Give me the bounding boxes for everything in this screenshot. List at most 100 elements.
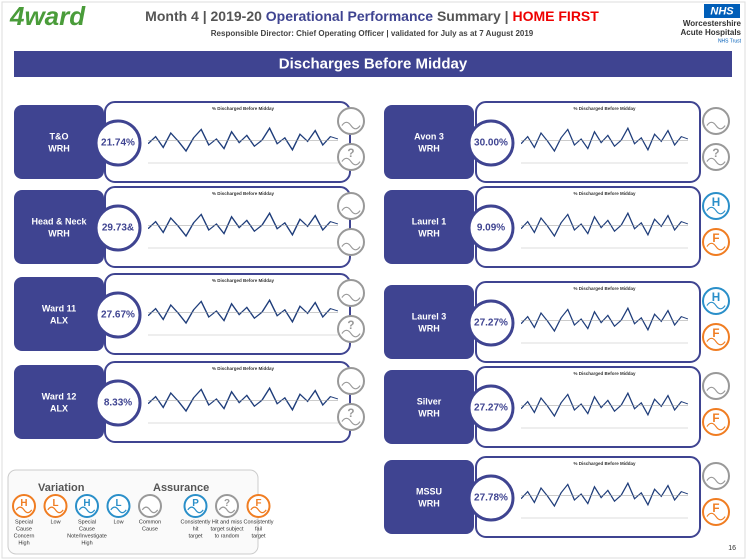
- legend-caption: Concern: [14, 533, 35, 539]
- ward-box: [384, 285, 474, 359]
- icon-squiggle: [706, 121, 726, 130]
- legend-caption: Special: [78, 519, 96, 525]
- icon-squiggle: [15, 506, 33, 514]
- trust-suffix: NHS Trust: [718, 38, 742, 44]
- legend-caption: Low: [50, 519, 60, 525]
- banner-text: Discharges Before Midday: [279, 55, 468, 72]
- icon-squiggle: [110, 506, 127, 514]
- ward-box: [384, 370, 474, 444]
- legend-caption: to random: [215, 533, 240, 539]
- ward-box: [384, 190, 474, 264]
- ward-value: 27.78%: [474, 493, 508, 504]
- icon-squiggle: [78, 506, 96, 514]
- icon-label: L: [52, 498, 58, 509]
- status-icon: [702, 372, 730, 400]
- ward-name: ALX: [50, 315, 68, 325]
- ward-name: Avon 3: [414, 131, 444, 141]
- icon-label: F: [712, 412, 719, 425]
- ward-value: 9.09%: [477, 223, 505, 234]
- ward-name: WRH: [48, 228, 70, 238]
- icon-label: ?: [712, 147, 719, 160]
- icon-squiggle: [706, 512, 726, 521]
- title-segment: Operational Performance: [266, 8, 433, 24]
- ward-name: Laurel 3: [412, 311, 447, 321]
- ward-value: 8.33%: [104, 398, 132, 409]
- status-icon: [702, 462, 730, 490]
- icon-squiggle: [341, 417, 361, 426]
- ward-box: [384, 105, 474, 179]
- mini-chart-title: % Discharged Before Midday: [573, 461, 636, 466]
- ward-name: WRH: [418, 323, 440, 333]
- status-icon: [337, 228, 365, 256]
- mini-chart-title: % Discharged Before Midday: [573, 371, 636, 376]
- legend-caption: Note/Investigate: [67, 533, 107, 539]
- ward-value: 27.27%: [474, 318, 508, 329]
- legend-caption: Cause: [142, 526, 158, 532]
- icon-squiggle: [706, 422, 726, 431]
- ward-value: 27.27%: [474, 403, 508, 414]
- icon-label: ?: [347, 147, 354, 160]
- banner: [14, 51, 732, 77]
- ward-name: WRH: [418, 228, 440, 238]
- trust-name: Acute Hospitals: [681, 28, 742, 37]
- ward-value: 27.67%: [101, 310, 135, 321]
- icon-label: F: [712, 232, 719, 245]
- icon-squiggle: [341, 293, 361, 302]
- ward-value: 30.00%: [474, 138, 508, 149]
- nhs-text: NHS: [710, 5, 734, 17]
- ward-name: WRH: [418, 408, 440, 418]
- page-title: Month 4 | 2019-20 Operational Performanc…: [145, 8, 599, 24]
- icon-label: H: [20, 498, 27, 509]
- legend-caption: target: [251, 533, 266, 539]
- title-segment: HOME FIRST: [512, 8, 599, 24]
- icon-squiggle: [250, 506, 267, 514]
- ward-name: Ward 11: [42, 303, 76, 313]
- legend-caption: High: [81, 540, 92, 546]
- icon-squiggle: [706, 476, 726, 485]
- value-circle: [94, 204, 142, 252]
- legend-caption: Common: [139, 519, 161, 525]
- legend-caption: Consistently: [181, 519, 211, 525]
- legend-caption: target subject: [210, 526, 243, 532]
- legend-caption: fail: [255, 526, 262, 532]
- mini-chart-title: % Discharged Before Midday: [212, 278, 275, 283]
- icon-label: H: [712, 291, 720, 304]
- legend-caption: Cause: [79, 526, 95, 532]
- ward-name: ALX: [50, 403, 68, 413]
- icon-squiggle: [706, 157, 726, 166]
- icon-squiggle: [47, 506, 64, 514]
- status-icon: [337, 192, 365, 220]
- icon-label: F: [255, 498, 261, 509]
- value-circle: [94, 119, 142, 167]
- value-circle: [467, 204, 515, 252]
- ward-name: Ward 12: [42, 391, 77, 401]
- icon-squiggle: [341, 381, 361, 390]
- legend-caption: hit: [193, 526, 199, 532]
- icon-label: ?: [224, 498, 230, 509]
- icon-squiggle: [706, 242, 726, 251]
- legend-caption: Cause: [16, 526, 32, 532]
- icon-squiggle: [141, 506, 159, 514]
- mini-chart-title: % Discharged Before Midday: [573, 106, 636, 111]
- legend-caption: Special: [15, 519, 33, 525]
- mini-chart-title: % Discharged Before Midday: [212, 191, 275, 196]
- ward-name: WRH: [418, 498, 440, 508]
- ward-box: [384, 460, 474, 534]
- value-circle: [467, 384, 515, 432]
- page-number: 16: [728, 545, 736, 552]
- icon-label: P: [192, 498, 199, 509]
- icon-squiggle: [706, 386, 726, 395]
- icon-label: H: [83, 498, 90, 509]
- status-icon: [702, 107, 730, 135]
- title-segment: Month 4 | 2019-20: [145, 8, 266, 24]
- mini-chart-title: % Discharged Before Midday: [573, 286, 636, 291]
- icon-label: L: [115, 498, 121, 509]
- value-circle: [467, 119, 515, 167]
- legend-caption: target: [188, 533, 203, 539]
- ward-box: [14, 277, 104, 351]
- mini-chart-title: % Discharged Before Midday: [212, 106, 275, 111]
- ward-name: WRH: [418, 143, 440, 153]
- icon-squiggle: [218, 506, 236, 514]
